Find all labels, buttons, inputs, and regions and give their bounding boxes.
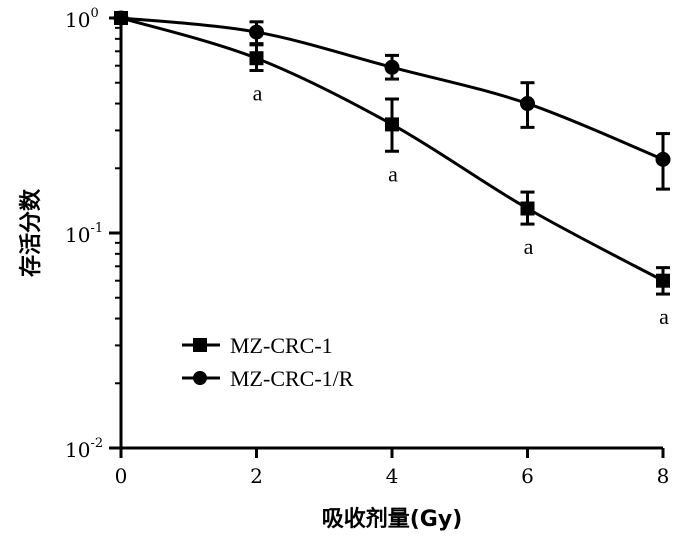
x-tick-label: 0	[115, 464, 128, 488]
significance-label: a	[524, 234, 534, 259]
x-tick-label: 2	[250, 464, 263, 488]
data-point	[520, 201, 535, 216]
series-1	[114, 11, 670, 296]
x-ticks: 0 2 4 6 8	[115, 448, 670, 488]
y-ticks: 100 10-1 10-2	[65, 6, 121, 462]
legend-marker	[193, 371, 207, 385]
y-axis-title: 存活分数	[18, 188, 44, 277]
legend-marker	[193, 338, 207, 352]
data-point	[249, 51, 264, 66]
data-point	[385, 117, 399, 132]
significance-label: a	[253, 80, 263, 105]
y-tick-label: 10-2	[65, 436, 103, 462]
legend-label: MZ-CRC-1/R	[230, 366, 354, 391]
data-point	[113, 10, 129, 26]
x-tick-label: 8	[657, 464, 670, 488]
y-tick-label: 100	[65, 6, 99, 32]
significance-label: a	[659, 304, 669, 329]
legend-item-1: MZ-CRC-1	[182, 333, 333, 358]
legend-item-2: MZ-CRC-1/R	[182, 366, 354, 391]
x-tick-label: 6	[521, 464, 534, 488]
data-point	[655, 151, 671, 167]
series-2	[113, 10, 671, 191]
legend-label: MZ-CRC-1	[230, 333, 333, 358]
significance-label: a	[388, 161, 398, 186]
data-point	[520, 96, 535, 112]
legend: MZ-CRC-1 MZ-CRC-1/R	[182, 333, 354, 391]
data-point	[249, 24, 264, 40]
y-tick-label: 10-1	[65, 221, 103, 247]
data-point	[384, 59, 400, 75]
x-axis-title: 吸收剂量(Gy)	[322, 506, 463, 532]
annotations: a a a a	[253, 80, 670, 329]
data-point	[656, 273, 670, 288]
series-layer	[113, 10, 671, 296]
x-tick-label: 4	[386, 464, 399, 488]
